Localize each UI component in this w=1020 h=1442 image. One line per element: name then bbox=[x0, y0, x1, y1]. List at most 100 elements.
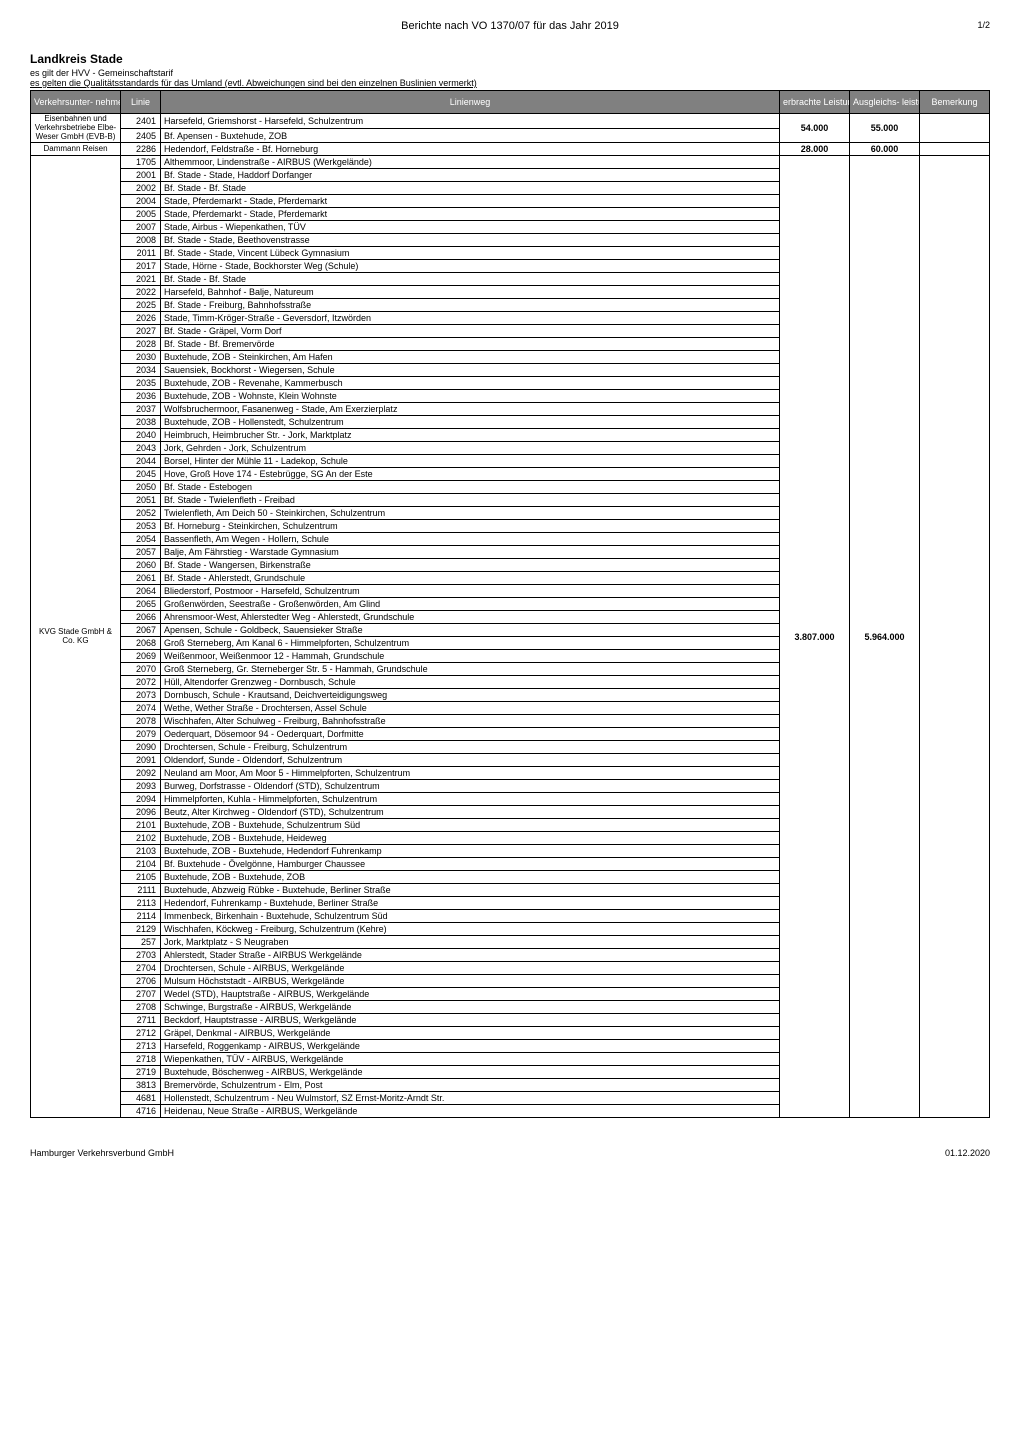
route-cell: Stade, Pferdemarkt - Stade, Pferdemarkt bbox=[161, 195, 780, 208]
line-cell: 2005 bbox=[121, 208, 161, 221]
route-cell: Buxtehude, Abzweig Rübke - Buxtehude, Be… bbox=[161, 884, 780, 897]
line-cell: 2707 bbox=[121, 988, 161, 1001]
route-cell: Buxtehude, Böschenweg - AIRBUS, Werkgelä… bbox=[161, 1066, 780, 1079]
route-cell: Wiepenkathen, TÜV - AIRBUS, Werkgelände bbox=[161, 1053, 780, 1066]
route-cell: Beutz, Alter Kirchweg - Oldendorf (STD),… bbox=[161, 806, 780, 819]
route-cell: Bf. Stade - Ahlerstedt, Grundschule bbox=[161, 572, 780, 585]
route-cell: Bf. Stade - Freiburg, Bahnhofsstraße bbox=[161, 299, 780, 312]
line-cell: 2021 bbox=[121, 273, 161, 286]
route-cell: Hove, Groß Hove 174 - Estebrügge, SG An … bbox=[161, 468, 780, 481]
route-cell: Heidenau, Neue Straße - AIRBUS, Werkgelä… bbox=[161, 1105, 780, 1118]
route-cell: Harsefeld, Griemshorst - Harsefeld, Schu… bbox=[161, 114, 780, 129]
page-indicator: 1/2 bbox=[977, 20, 990, 30]
line-cell: 2057 bbox=[121, 546, 161, 559]
lines-table: Verkehrsunter- nehmen (ausgewählter Betr… bbox=[30, 90, 990, 1118]
line-cell: 2045 bbox=[121, 468, 161, 481]
footer-right: 01.12.2020 bbox=[945, 1148, 990, 1158]
table-row: KVG Stade GmbH & Co. KG1705Althemmoor, L… bbox=[31, 156, 990, 169]
route-cell: Bliederstorf, Postmoor - Harsefeld, Schu… bbox=[161, 585, 780, 598]
route-cell: Wedel (STD), Hauptstraße - AIRBUS, Werkg… bbox=[161, 988, 780, 1001]
line-cell: 2114 bbox=[121, 910, 161, 923]
line-cell: 2093 bbox=[121, 780, 161, 793]
line-cell: 2078 bbox=[121, 715, 161, 728]
route-cell: Wischhafen, Köckweg - Freiburg, Schulzen… bbox=[161, 923, 780, 936]
line-cell: 2712 bbox=[121, 1027, 161, 1040]
line-cell: 2067 bbox=[121, 624, 161, 637]
route-cell: Wischhafen, Alter Schulweg - Freiburg, B… bbox=[161, 715, 780, 728]
route-cell: Buxtehude, ZOB - Hollenstedt, Schulzentr… bbox=[161, 416, 780, 429]
route-cell: Harsefeld, Roggenkamp - AIRBUS, Werkgelä… bbox=[161, 1040, 780, 1053]
line-cell: 2051 bbox=[121, 494, 161, 507]
line-cell: 2719 bbox=[121, 1066, 161, 1079]
line-cell: 2102 bbox=[121, 832, 161, 845]
col-line: Linie bbox=[121, 91, 161, 114]
ausgleich-cell: 5.964.000 bbox=[850, 156, 920, 1118]
line-cell: 2026 bbox=[121, 312, 161, 325]
line-cell: 3813 bbox=[121, 1079, 161, 1092]
route-cell: Buxtehude, ZOB - Buxtehude, Hedendorf Fu… bbox=[161, 845, 780, 858]
route-cell: Großenwörden, Seestraße - Großenwörden, … bbox=[161, 598, 780, 611]
line-cell: 2708 bbox=[121, 1001, 161, 1014]
route-cell: Bf. Stade - Estebogen bbox=[161, 481, 780, 494]
route-cell: Althemmoor, Lindenstraße - AIRBUS (Werkg… bbox=[161, 156, 780, 169]
line-cell: 2052 bbox=[121, 507, 161, 520]
route-cell: Bf. Stade - Gräpel, Vorm Dorf bbox=[161, 325, 780, 338]
line-cell: 2004 bbox=[121, 195, 161, 208]
standards-line: es gelten die Qualitätsstandards für das… bbox=[30, 78, 990, 88]
line-cell: 2034 bbox=[121, 364, 161, 377]
line-cell: 2050 bbox=[121, 481, 161, 494]
route-cell: Groß Sterneberg, Am Kanal 6 - Himmelpfor… bbox=[161, 637, 780, 650]
route-cell: Oldendorf, Sunde - Oldendorf, Schulzentr… bbox=[161, 754, 780, 767]
line-cell: 2044 bbox=[121, 455, 161, 468]
line-cell: 2286 bbox=[121, 143, 161, 156]
line-cell: 2061 bbox=[121, 572, 161, 585]
line-cell: 2053 bbox=[121, 520, 161, 533]
line-cell: 2079 bbox=[121, 728, 161, 741]
route-cell: Stade, Pferdemarkt - Stade, Pferdemarkt bbox=[161, 208, 780, 221]
line-cell: 2064 bbox=[121, 585, 161, 598]
line-cell: 2096 bbox=[121, 806, 161, 819]
route-cell: Bf. Stade - Bf. Stade bbox=[161, 273, 780, 286]
line-cell: 2092 bbox=[121, 767, 161, 780]
route-cell: Beckdorf, Hauptstrasse - AIRBUS, Werkgel… bbox=[161, 1014, 780, 1027]
line-cell: 257 bbox=[121, 936, 161, 949]
table-row: Dammann Reisen2286Hedendorf, Feldstraße … bbox=[31, 143, 990, 156]
line-cell: 2035 bbox=[121, 377, 161, 390]
tariff-line: es gilt der HVV - Gemeinschaftstarif bbox=[30, 68, 990, 78]
line-cell: 2028 bbox=[121, 338, 161, 351]
operator-cell: Dammann Reisen bbox=[31, 143, 121, 156]
line-cell: 2040 bbox=[121, 429, 161, 442]
bemerkung-cell bbox=[920, 143, 990, 156]
line-cell: 4716 bbox=[121, 1105, 161, 1118]
line-cell: 2037 bbox=[121, 403, 161, 416]
route-cell: Bf. Stade - Stade, Beethovenstrasse bbox=[161, 234, 780, 247]
route-cell: Oederquart, Dösemoor 94 - Oederquart, Do… bbox=[161, 728, 780, 741]
line-cell: 2008 bbox=[121, 234, 161, 247]
route-cell: Bf. Apensen - Buxtehude, ZOB bbox=[161, 128, 780, 143]
route-cell: Bremervörde, Schulzentrum - Elm, Post bbox=[161, 1079, 780, 1092]
route-cell: Apensen, Schule - Goldbeck, Sauensieker … bbox=[161, 624, 780, 637]
route-cell: Groß Sterneberg, Gr. Sterneberger Str. 5… bbox=[161, 663, 780, 676]
line-cell: 2036 bbox=[121, 390, 161, 403]
route-cell: Ahlerstedt, Stader Straße - AIRBUS Werkg… bbox=[161, 949, 780, 962]
route-cell: Drochtersen, Schule - AIRBUS, Werkgeländ… bbox=[161, 962, 780, 975]
bemerkung-cell bbox=[920, 114, 990, 143]
ausgleich-cell: 55.000 bbox=[850, 114, 920, 143]
route-cell: Dornbusch, Schule - Krautsand, Deichvert… bbox=[161, 689, 780, 702]
route-cell: Neuland am Moor, Am Moor 5 - Himmelpfort… bbox=[161, 767, 780, 780]
route-cell: Bf. Stade - Stade, Vincent Lübeck Gymnas… bbox=[161, 247, 780, 260]
line-cell: 2070 bbox=[121, 663, 161, 676]
route-cell: Bf. Stade - Wangersen, Birkenstraße bbox=[161, 559, 780, 572]
line-cell: 2038 bbox=[121, 416, 161, 429]
route-cell: Bf. Horneburg - Steinkirchen, Schulzentr… bbox=[161, 520, 780, 533]
line-cell: 2068 bbox=[121, 637, 161, 650]
col-erbrachte: erbrachte Leistung (Fplkm) bbox=[780, 91, 850, 114]
table-header-row: Verkehrsunter- nehmen (ausgewählter Betr… bbox=[31, 91, 990, 114]
line-cell: 2025 bbox=[121, 299, 161, 312]
table-row: Eisenbahnen und Verkehrsbetriebe Elbe-We… bbox=[31, 114, 990, 129]
route-cell: Heimbruch, Heimbrucher Str. - Jork, Mark… bbox=[161, 429, 780, 442]
route-cell: Buxtehude, ZOB - Steinkirchen, Am Hafen bbox=[161, 351, 780, 364]
line-cell: 2073 bbox=[121, 689, 161, 702]
operator-cell: Eisenbahnen und Verkehrsbetriebe Elbe-We… bbox=[31, 114, 121, 143]
route-cell: Hollenstedt, Schulzentrum - Neu Wulmstor… bbox=[161, 1092, 780, 1105]
